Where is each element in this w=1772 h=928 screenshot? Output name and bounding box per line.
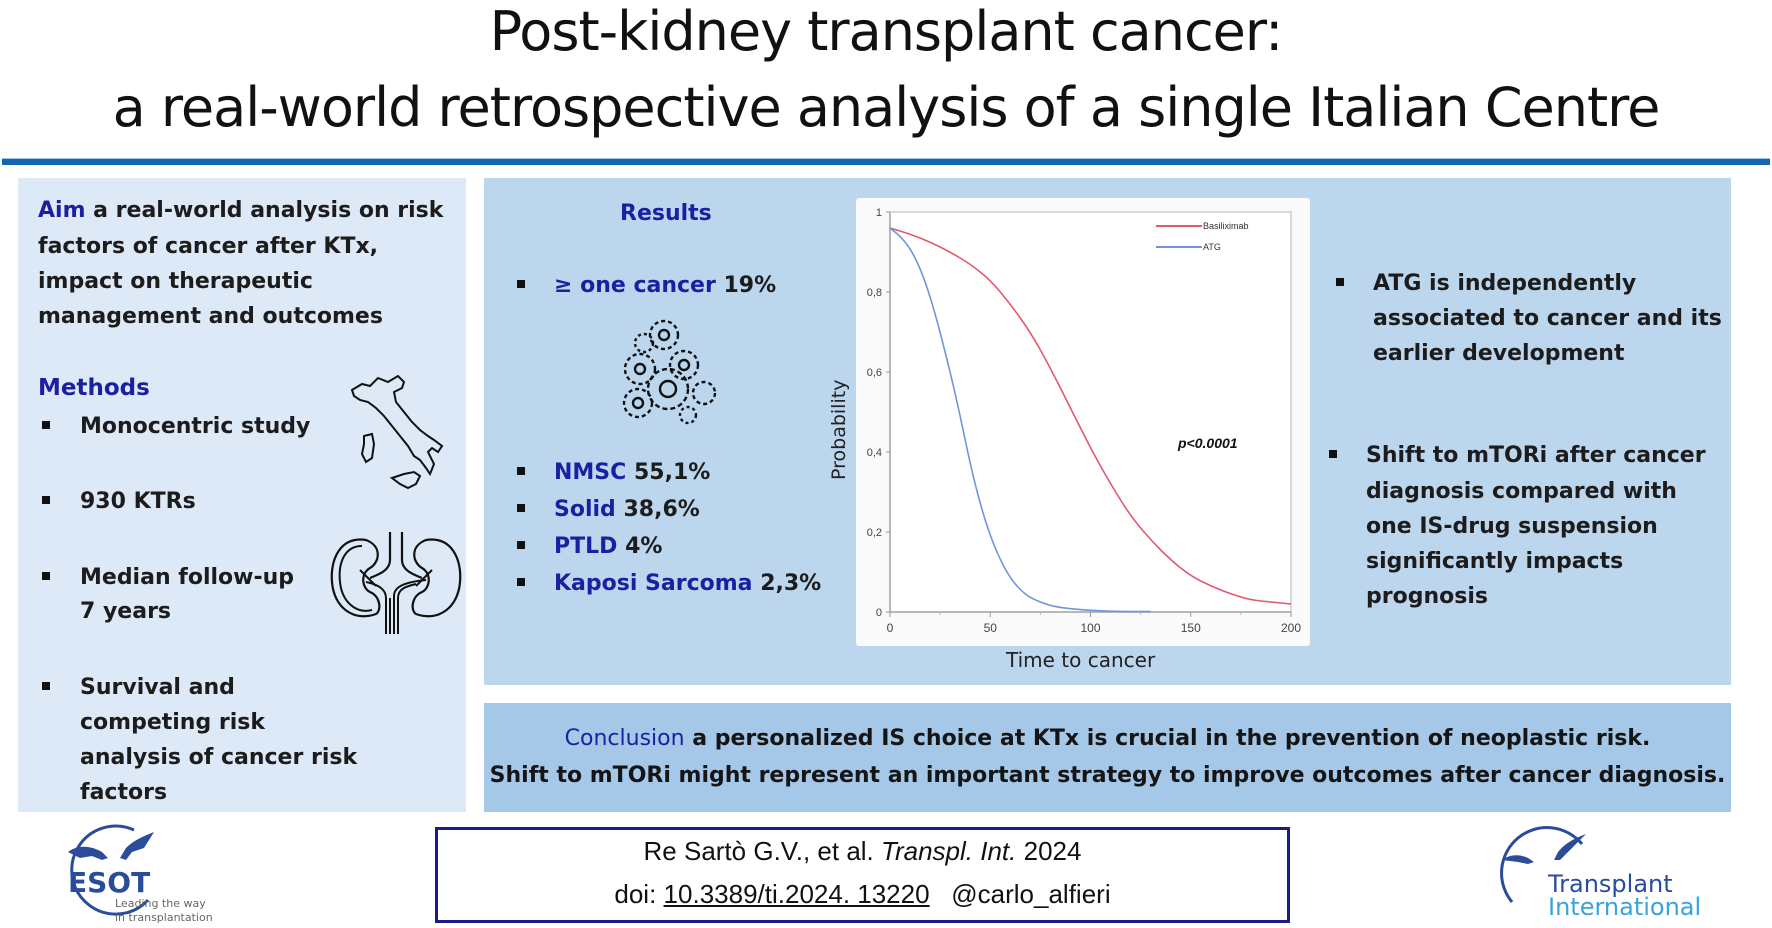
legend-label-atg: ATG [1203, 242, 1221, 252]
ti-logo-line-2: International [1548, 893, 1702, 921]
finding-2-line-5: prognosis [1366, 584, 1488, 609]
aim-line-3: impact on therapeutic [38, 269, 313, 294]
series-line-atg [889, 227, 1151, 613]
methods-item-4-line-4: factors [80, 780, 168, 805]
doi-link[interactable]: 10.3389/ti.2024. 13220 [663, 879, 930, 909]
finding-2-line-4: significantly impacts [1366, 549, 1624, 574]
x-tick-label: 100 [1080, 621, 1100, 635]
bullet [42, 572, 50, 580]
bullet [517, 467, 525, 475]
reference-box: Re Sartò G.V., et al. Transpl. Int. 2024… [435, 827, 1290, 923]
survival-chart: 0 0,2 0,4 0,6 0,8 1 0 50 100 150 200 Basiliximab ATG… [867, 207, 1302, 635]
y-tick-label: 0,2 [867, 527, 882, 539]
esot-logo-icon [68, 824, 154, 916]
bullet [42, 421, 50, 429]
esot-tagline-2: in transplantation [115, 911, 213, 924]
methods-item-2: 930 KTRs [80, 489, 196, 514]
finding-1-line-2: associated to cancer and its [1373, 306, 1722, 331]
methods-item-4-line-2: competing risk [80, 710, 265, 735]
gears-icon [622, 319, 717, 425]
cancer-type-ptld: PTLD 4% [554, 534, 663, 559]
kidney-icon [330, 532, 462, 634]
y-axis-label: Probability [828, 379, 850, 480]
aim-line-2: factors of cancer after KTx, [38, 234, 379, 259]
finding-2-line-1: Shift to mTORi after cancer [1366, 443, 1706, 468]
citation: Re Sartò G.V., et al. Transpl. Int. 2024 [643, 836, 1082, 866]
p-value-annotation: p<0.0001 [1177, 435, 1238, 451]
finding-1-line-3: earlier development [1373, 341, 1625, 366]
cancer-type-solid: Solid 38,6% [554, 497, 700, 522]
esot-tagline-1: Leading the way [115, 897, 206, 910]
conclusion-label: Conclusion [564, 726, 685, 751]
conclusion-line-2: Shift to mTORi might represent an import… [489, 763, 1726, 788]
conclusion-panel [484, 703, 1731, 812]
bullet [517, 578, 525, 586]
aim-label: Aim [38, 198, 86, 223]
esot-logo-name: ESOT [68, 866, 151, 899]
bullet [517, 504, 525, 512]
finding-1-line-1: ATG is independently [1373, 271, 1637, 296]
methods-label: Methods [38, 375, 150, 401]
aim-line-4: management and outcomes [38, 304, 383, 329]
finding-2-line-3: one IS-drug suspension [1366, 514, 1658, 539]
bullet [1336, 278, 1344, 286]
bullet [42, 496, 50, 504]
methods-item-4-line-3: analysis of cancer risk [80, 745, 358, 770]
y-tick-label: 0,6 [867, 367, 882, 379]
twitter-handle[interactable]: @carlo_alfieri [951, 879, 1111, 909]
bullet [1329, 450, 1337, 458]
methods-item-3-line-1: Median follow-up [80, 565, 295, 590]
methods-item-1: Monocentric study [80, 414, 311, 439]
x-tick-label: 0 [887, 621, 894, 635]
ti-logo-line-1: Transplant [1548, 870, 1673, 898]
bullet [517, 541, 525, 549]
y-tick-label: 0,8 [867, 287, 882, 299]
finding-2-line-2: diagnosis compared with [1366, 479, 1677, 504]
series-line-basiliximab [889, 227, 1292, 605]
conclusion-line-1: Conclusion a personalized IS choice at K… [564, 726, 1651, 751]
title-divider [2, 158, 1770, 165]
methods-item-3-line-2: 7 years [80, 599, 172, 624]
x-axis-label: Time to cancer [1006, 648, 1156, 672]
bullet [42, 682, 50, 690]
plot-area [889, 211, 1292, 613]
poster-title-line-1: Post-kidney transplant cancer: [489, 0, 1284, 63]
results-label: Results [620, 201, 712, 226]
doi-line: doi: 10.3389/ti.2024. 13220 @carlo_alfie… [614, 879, 1111, 909]
y-tick-label: 1 [876, 207, 882, 219]
cancer-type-kaposi: Kaposi Sarcoma 2,3% [554, 571, 822, 596]
x-tick-label: 200 [1281, 621, 1301, 635]
x-tick-label: 50 [984, 621, 998, 635]
y-tick-label: 0 [876, 607, 882, 619]
aim-line-1: Aim a real-world analysis on risk [38, 198, 444, 223]
cancer-type-nmsc: NMSC 55,1% [554, 460, 711, 485]
methods-item-4-line-1: Survival and [80, 675, 235, 700]
italy-map-icon [350, 374, 444, 490]
y-tick-label: 0,4 [867, 447, 882, 459]
x-tick-label: 150 [1181, 621, 1201, 635]
results-headline: ≥ one cancer 19% [554, 273, 777, 298]
legend-label-basiliximab: Basiliximab [1203, 221, 1249, 231]
transplant-international-logo-icon [1500, 826, 1586, 903]
poster-title-line-2: a real-world retrospective analysis of a… [112, 76, 1661, 139]
bullet [517, 280, 525, 288]
aim-methods-panel [18, 178, 466, 812]
